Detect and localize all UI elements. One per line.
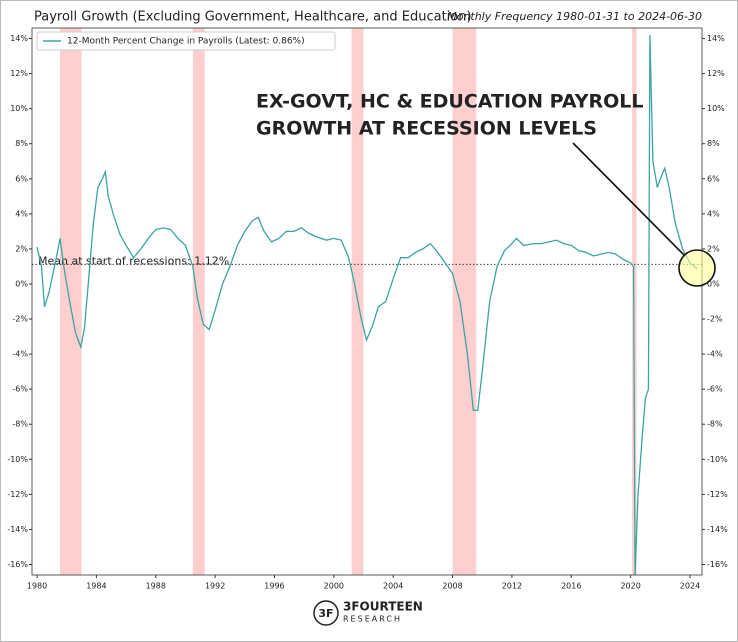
y2-tick-label: -14% bbox=[707, 525, 728, 534]
data-line bbox=[36, 34, 698, 576]
y-tick-label: 10% bbox=[10, 104, 28, 113]
y2-tick-label: 14% bbox=[707, 34, 725, 43]
plot-border bbox=[31, 27, 703, 576]
y2-tick-label: 8% bbox=[707, 139, 720, 148]
y2-tick-label: -4% bbox=[707, 350, 723, 359]
highlight-circle bbox=[678, 249, 716, 287]
logo: 3F 3FOURTEEN RESEARCH bbox=[313, 600, 423, 626]
x-tick-label: 2024 bbox=[680, 582, 700, 591]
y2-tick-label: 10% bbox=[707, 104, 725, 113]
x-tick-label: 2008 bbox=[442, 582, 462, 591]
y-tick-label: -16% bbox=[7, 560, 28, 569]
x-tick-label: 1992 bbox=[205, 582, 225, 591]
y-tick-label: -8% bbox=[12, 420, 28, 429]
annotation: GROWTH AT RECESSION LEVELS bbox=[256, 118, 597, 140]
y-tick-label: -14% bbox=[7, 525, 28, 534]
y-tick-label: -2% bbox=[12, 315, 28, 324]
y-tick-label: 0% bbox=[15, 279, 28, 288]
x-tick-label: 2020 bbox=[620, 582, 640, 591]
recession-band bbox=[192, 28, 205, 575]
mean-label: Mean at start of recessions: 1.12% bbox=[38, 254, 229, 267]
annotation-arrow bbox=[572, 142, 686, 257]
legend-label: 12-Month Percent Change in Payrolls (Lat… bbox=[67, 37, 305, 47]
y-tick-label: -4% bbox=[12, 350, 28, 359]
y2-tick-label: -2% bbox=[707, 315, 723, 324]
y2-tick-label: -8% bbox=[707, 420, 723, 429]
y-tick-label: 2% bbox=[15, 244, 28, 253]
x-tick-label: 2004 bbox=[383, 582, 403, 591]
x-tick-label: 1984 bbox=[86, 582, 106, 591]
y2-tick-label: -6% bbox=[707, 385, 723, 394]
x-tick-label: 2016 bbox=[561, 582, 581, 591]
x-tick-label: 1996 bbox=[264, 582, 284, 591]
x-tick-label: 1980 bbox=[27, 582, 47, 591]
y2-tick-label: 4% bbox=[707, 209, 720, 218]
y2-tick-label: -16% bbox=[707, 560, 728, 569]
logo-mark bbox=[313, 600, 339, 626]
y-tick-label: -10% bbox=[7, 455, 28, 464]
y2-tick-label: 6% bbox=[707, 174, 720, 183]
y-tick-label: 12% bbox=[10, 69, 28, 78]
logo-mark-text: 3F bbox=[318, 607, 333, 620]
y2-tick-label: -10% bbox=[707, 455, 728, 464]
x-tick-label: 1988 bbox=[146, 582, 166, 591]
y-tick-label: -6% bbox=[12, 385, 28, 394]
y-tick-label: 4% bbox=[15, 209, 28, 218]
logo-text: RESEARCH bbox=[343, 615, 402, 624]
annotation: EX-GOVT, HC & EDUCATION PAYROLL bbox=[256, 91, 644, 113]
recession-band bbox=[452, 28, 477, 575]
y-tick-label: 6% bbox=[15, 174, 28, 183]
x-tick-label: 2012 bbox=[502, 582, 522, 591]
legend: 12-Month Percent Change in Payrolls (Lat… bbox=[36, 31, 336, 51]
chart-title: Payroll Growth (Excluding Government, He… bbox=[34, 10, 472, 25]
x-tick-label: 2000 bbox=[324, 582, 344, 591]
legend-box bbox=[36, 31, 336, 51]
y-tick-label: 14% bbox=[10, 34, 28, 43]
recession-band bbox=[60, 28, 82, 575]
y2-tick-label: -12% bbox=[707, 490, 728, 499]
chart-subtitle: Monthly Frequency 1980-01-31 to 2024-06-… bbox=[447, 10, 702, 23]
y-tick-label: -12% bbox=[7, 490, 28, 499]
y-tick-label: 8% bbox=[15, 139, 28, 148]
y2-tick-label: 2% bbox=[707, 244, 720, 253]
y2-tick-label: 12% bbox=[707, 69, 725, 78]
logo-text: 3FOURTEEN bbox=[343, 600, 423, 614]
plot-area: -16% -16% -14% -14% -12% -12% -10% -10% -8% -8% -6… bbox=[7, 28, 728, 591]
y2-tick-label: 0% bbox=[707, 279, 720, 288]
